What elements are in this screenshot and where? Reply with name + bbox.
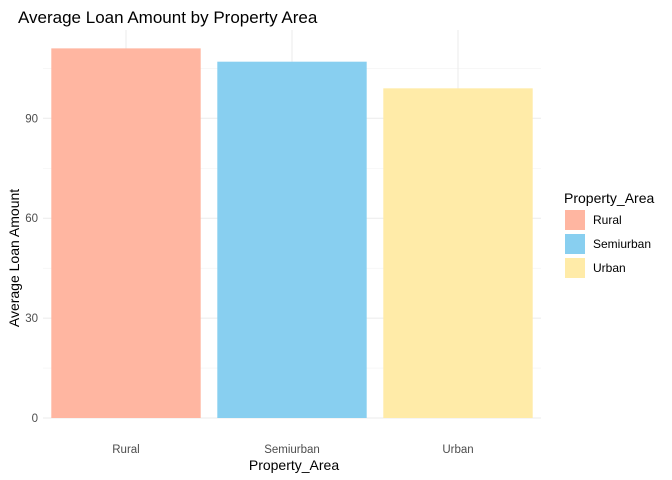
bar-urban: [383, 88, 533, 418]
legend-key-rural: [565, 210, 585, 230]
legend: Property_Area Rural Semiurban Urban: [564, 190, 654, 278]
legend-title: Property_Area: [564, 190, 654, 206]
y-tick-label: 0: [32, 413, 38, 425]
y-tick-label: 90: [25, 113, 38, 125]
x-axis-title: Property_Area: [249, 457, 339, 473]
y-tick-label: 60: [25, 213, 38, 225]
legend-key-semiurban: [565, 234, 585, 254]
x-tick-label: Rural: [112, 444, 139, 456]
legend-label-urban: Urban: [593, 261, 626, 275]
x-tick-label: Semiurban: [264, 444, 320, 456]
bar-semiurban: [217, 61, 367, 418]
x-axis-ticks: Rural Semiurban Urban: [112, 444, 473, 456]
legend-label-semiurban: Semiurban: [593, 237, 651, 251]
y-axis-ticks: 0 30 60 90: [25, 113, 38, 425]
bars: [51, 48, 533, 419]
legend-key-urban: [565, 258, 585, 278]
legend-label-rural: Rural: [593, 213, 622, 227]
chart-title: Average Loan Amount by Property Area: [18, 8, 318, 27]
bar-rural: [51, 48, 201, 419]
y-tick-label: 30: [25, 313, 38, 325]
x-tick-label: Urban: [442, 444, 473, 456]
plot-area: 0 30 60 90 Rural Semiurban Urban: [25, 30, 541, 456]
y-axis-title: Average Loan Amount: [6, 189, 22, 327]
